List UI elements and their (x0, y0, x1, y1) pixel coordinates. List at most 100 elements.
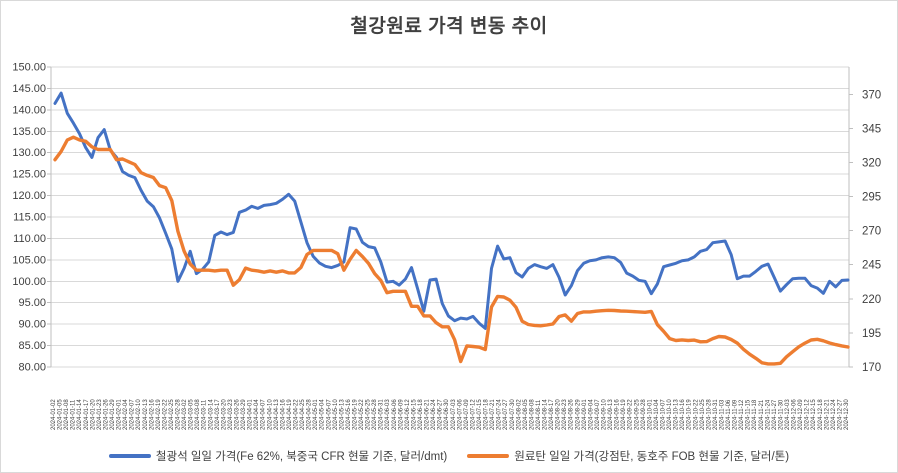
left-axis-label: 125.00 (12, 169, 46, 181)
x-axis-label: 2024-02-01 (117, 399, 123, 430)
x-axis-label: 2024-04-16 (280, 399, 286, 430)
x-axis-label: 2024-03-08 (195, 399, 201, 430)
legend: 철광석 일일 가격(Fe 62%, 북중국 CFR 현물 기준, 달러/dmt)… (1, 448, 897, 464)
x-axis-label: 2024-05-19 (353, 399, 359, 430)
right-axis-labels: 370 345 320 295 270 245 220 195 170 (849, 89, 881, 374)
x-axis-label: 2024-07-12 (470, 399, 476, 430)
left-axis-label: 95.00 (18, 297, 46, 309)
x-axis-label: 2024-03-17 (215, 399, 221, 430)
left-axis-label: 110.00 (13, 233, 46, 245)
x-axis-label: 2024-05-10 (333, 399, 339, 430)
legend-line-swatch (467, 454, 510, 458)
x-axis-label: 2024-05-28 (372, 399, 378, 430)
x-axis-label: 2024-10-28 (706, 399, 712, 430)
x-axis-label: 2024-06-21 (425, 399, 431, 430)
left-axis-label: 135.00 (12, 126, 46, 138)
x-axis-label: 2024-08-14 (543, 399, 549, 430)
coking-coal-price-line (53, 135, 850, 366)
x-axis-label: 2024-07-18 (484, 399, 490, 430)
x-axis-label: 2024-05-04 (320, 399, 326, 430)
right-axis-label: 170 (862, 362, 881, 374)
x-axis-label: 2024-11-18 (752, 399, 758, 430)
left-axis-label: 150.00 (12, 62, 46, 74)
x-axis-label: 2024-05-07 (326, 399, 332, 430)
x-axis-label: 2024-01-14 (77, 399, 83, 430)
x-axis-label: 2024-11-15 (746, 399, 752, 430)
x-axis-label: 2024-10-10 (667, 399, 673, 430)
x-axis-label: 2024-05-31 (379, 399, 385, 430)
x-axis-label: 2024-02-19 (156, 399, 162, 430)
x-axis-label: 2024-09-28 (641, 399, 647, 430)
left-axis-label: 85.00 (18, 340, 46, 352)
x-axis-label: 2024-03-29 (241, 399, 247, 430)
right-axis-label: 270 (862, 226, 881, 238)
x-axis-label: 2024-06-12 (405, 399, 411, 430)
x-axis-label: 2024-04-22 (294, 399, 300, 430)
x-axis-label: 2024-10-13 (674, 399, 680, 430)
x-axis-label: 2024-10-16 (680, 399, 686, 430)
left-axis-label: 120.00 (12, 190, 46, 202)
x-axis-label: 2024-01-08 (64, 399, 70, 430)
x-axis-label: 2024-01-02 (51, 399, 57, 430)
right-axis-label: 220 (862, 294, 881, 306)
x-axis-label: 2024-12-18 (818, 399, 824, 430)
x-axis-label: 2024-09-22 (628, 399, 634, 430)
left-axis-label: 80.00 (18, 362, 46, 374)
x-axis-label: 2024-05-16 (346, 399, 352, 430)
x-axis-label: 2024-08-20 (556, 399, 562, 430)
x-axis-label: 2024-04-04 (254, 399, 260, 430)
left-axis-label: 145.00 (12, 83, 46, 95)
x-axis-labels: 2024-01-02 2024-01-05 2024-01-08 2024-01-11… (51, 399, 850, 430)
x-axis-label: 2024-05-25 (366, 399, 372, 430)
left-axis-label: 105.00 (12, 254, 46, 266)
legend-item-iron-ore: 철광석 일일 가격(Fe 62%, 북중국 CFR 현물 기준, 달러/dmt) (108, 448, 447, 464)
legend-label: 원료탄 일일 가격(강점탄, 동호주 FOB 현물 기준, 달러/톤) (514, 451, 790, 463)
x-axis-label: 2024-01-05 (58, 399, 64, 430)
x-axis-label: 2024-09-25 (634, 399, 640, 430)
x-axis-label: 2024-10-19 (687, 399, 693, 430)
x-axis-label: 2024-05-01 (313, 399, 319, 430)
x-axis-label: 2024-03-05 (189, 399, 195, 430)
x-axis-label: 2024-07-30 (510, 399, 516, 430)
right-axis-label: 345 (862, 123, 881, 135)
x-axis-label: 2024-08-11 (536, 399, 542, 430)
left-axis-label: 90.00 (18, 319, 46, 331)
left-axis-labels: 150.00 145.00 140.00 135.00 130.00 125.00 120.… (12, 62, 51, 374)
x-axis-label: 2024-06-24 (431, 399, 437, 430)
x-axis-label: 2024-01-29 (110, 399, 116, 430)
x-axis-label: 2024-11-03 (720, 399, 726, 430)
left-axis-label: 115.00 (13, 212, 46, 224)
x-axis-label: 2024-05-22 (359, 399, 365, 430)
x-axis-label: 2024-12-12 (805, 399, 811, 430)
x-axis-label: 2024-09-19 (621, 399, 627, 430)
x-axis-label: 2024-03-02 (182, 399, 188, 430)
x-axis-label: 2024-09-16 (615, 399, 621, 430)
x-axis-label: 2024-02-25 (169, 399, 175, 430)
x-axis-label: 2024-04-28 (307, 399, 313, 430)
x-axis-label: 2024-08-23 (562, 399, 568, 430)
x-axis-label: 2024-09-01 (582, 399, 588, 430)
x-axis-label: 2024-06-03 (385, 399, 391, 430)
x-axis-label: 2024-04-25 (300, 399, 306, 430)
x-axis-label: 2024-02-10 (136, 399, 142, 430)
x-axis-label: 2024-08-29 (575, 399, 581, 430)
x-axis-label: 2024-09-10 (602, 399, 608, 430)
x-axis-label: 2024-10-04 (654, 399, 660, 430)
right-axis-label: 195 (862, 328, 881, 340)
x-axis-label: 2024-11-09 (733, 399, 739, 430)
x-axis-label: 2024-04-07 (261, 399, 267, 430)
x-axis-label: 2024-01-11 (71, 399, 77, 430)
x-axis-label: 2024-12-03 (785, 399, 791, 430)
x-axis-label: 2024-06-30 (444, 399, 450, 430)
x-axis-label: 2024-10-25 (700, 399, 706, 430)
x-axis-label: 2024-02-16 (149, 399, 155, 430)
x-axis-label: 2024-11-27 (772, 399, 778, 430)
left-axis-label: 130.00 (12, 147, 46, 159)
x-axis-label: 2024-10-22 (693, 399, 699, 430)
x-axis-label: 2024-07-27 (503, 399, 509, 430)
right-axis-label: 295 (862, 192, 881, 204)
x-axis-label: 2024-02-07 (130, 399, 136, 430)
x-axis-label: 2024-12-15 (811, 399, 817, 430)
legend-item-coking-coal: 원료탄 일일 가격(강점탄, 동호주 FOB 현물 기준, 달러/톤) (467, 448, 789, 464)
x-axis-label: 2024-07-15 (477, 399, 483, 430)
